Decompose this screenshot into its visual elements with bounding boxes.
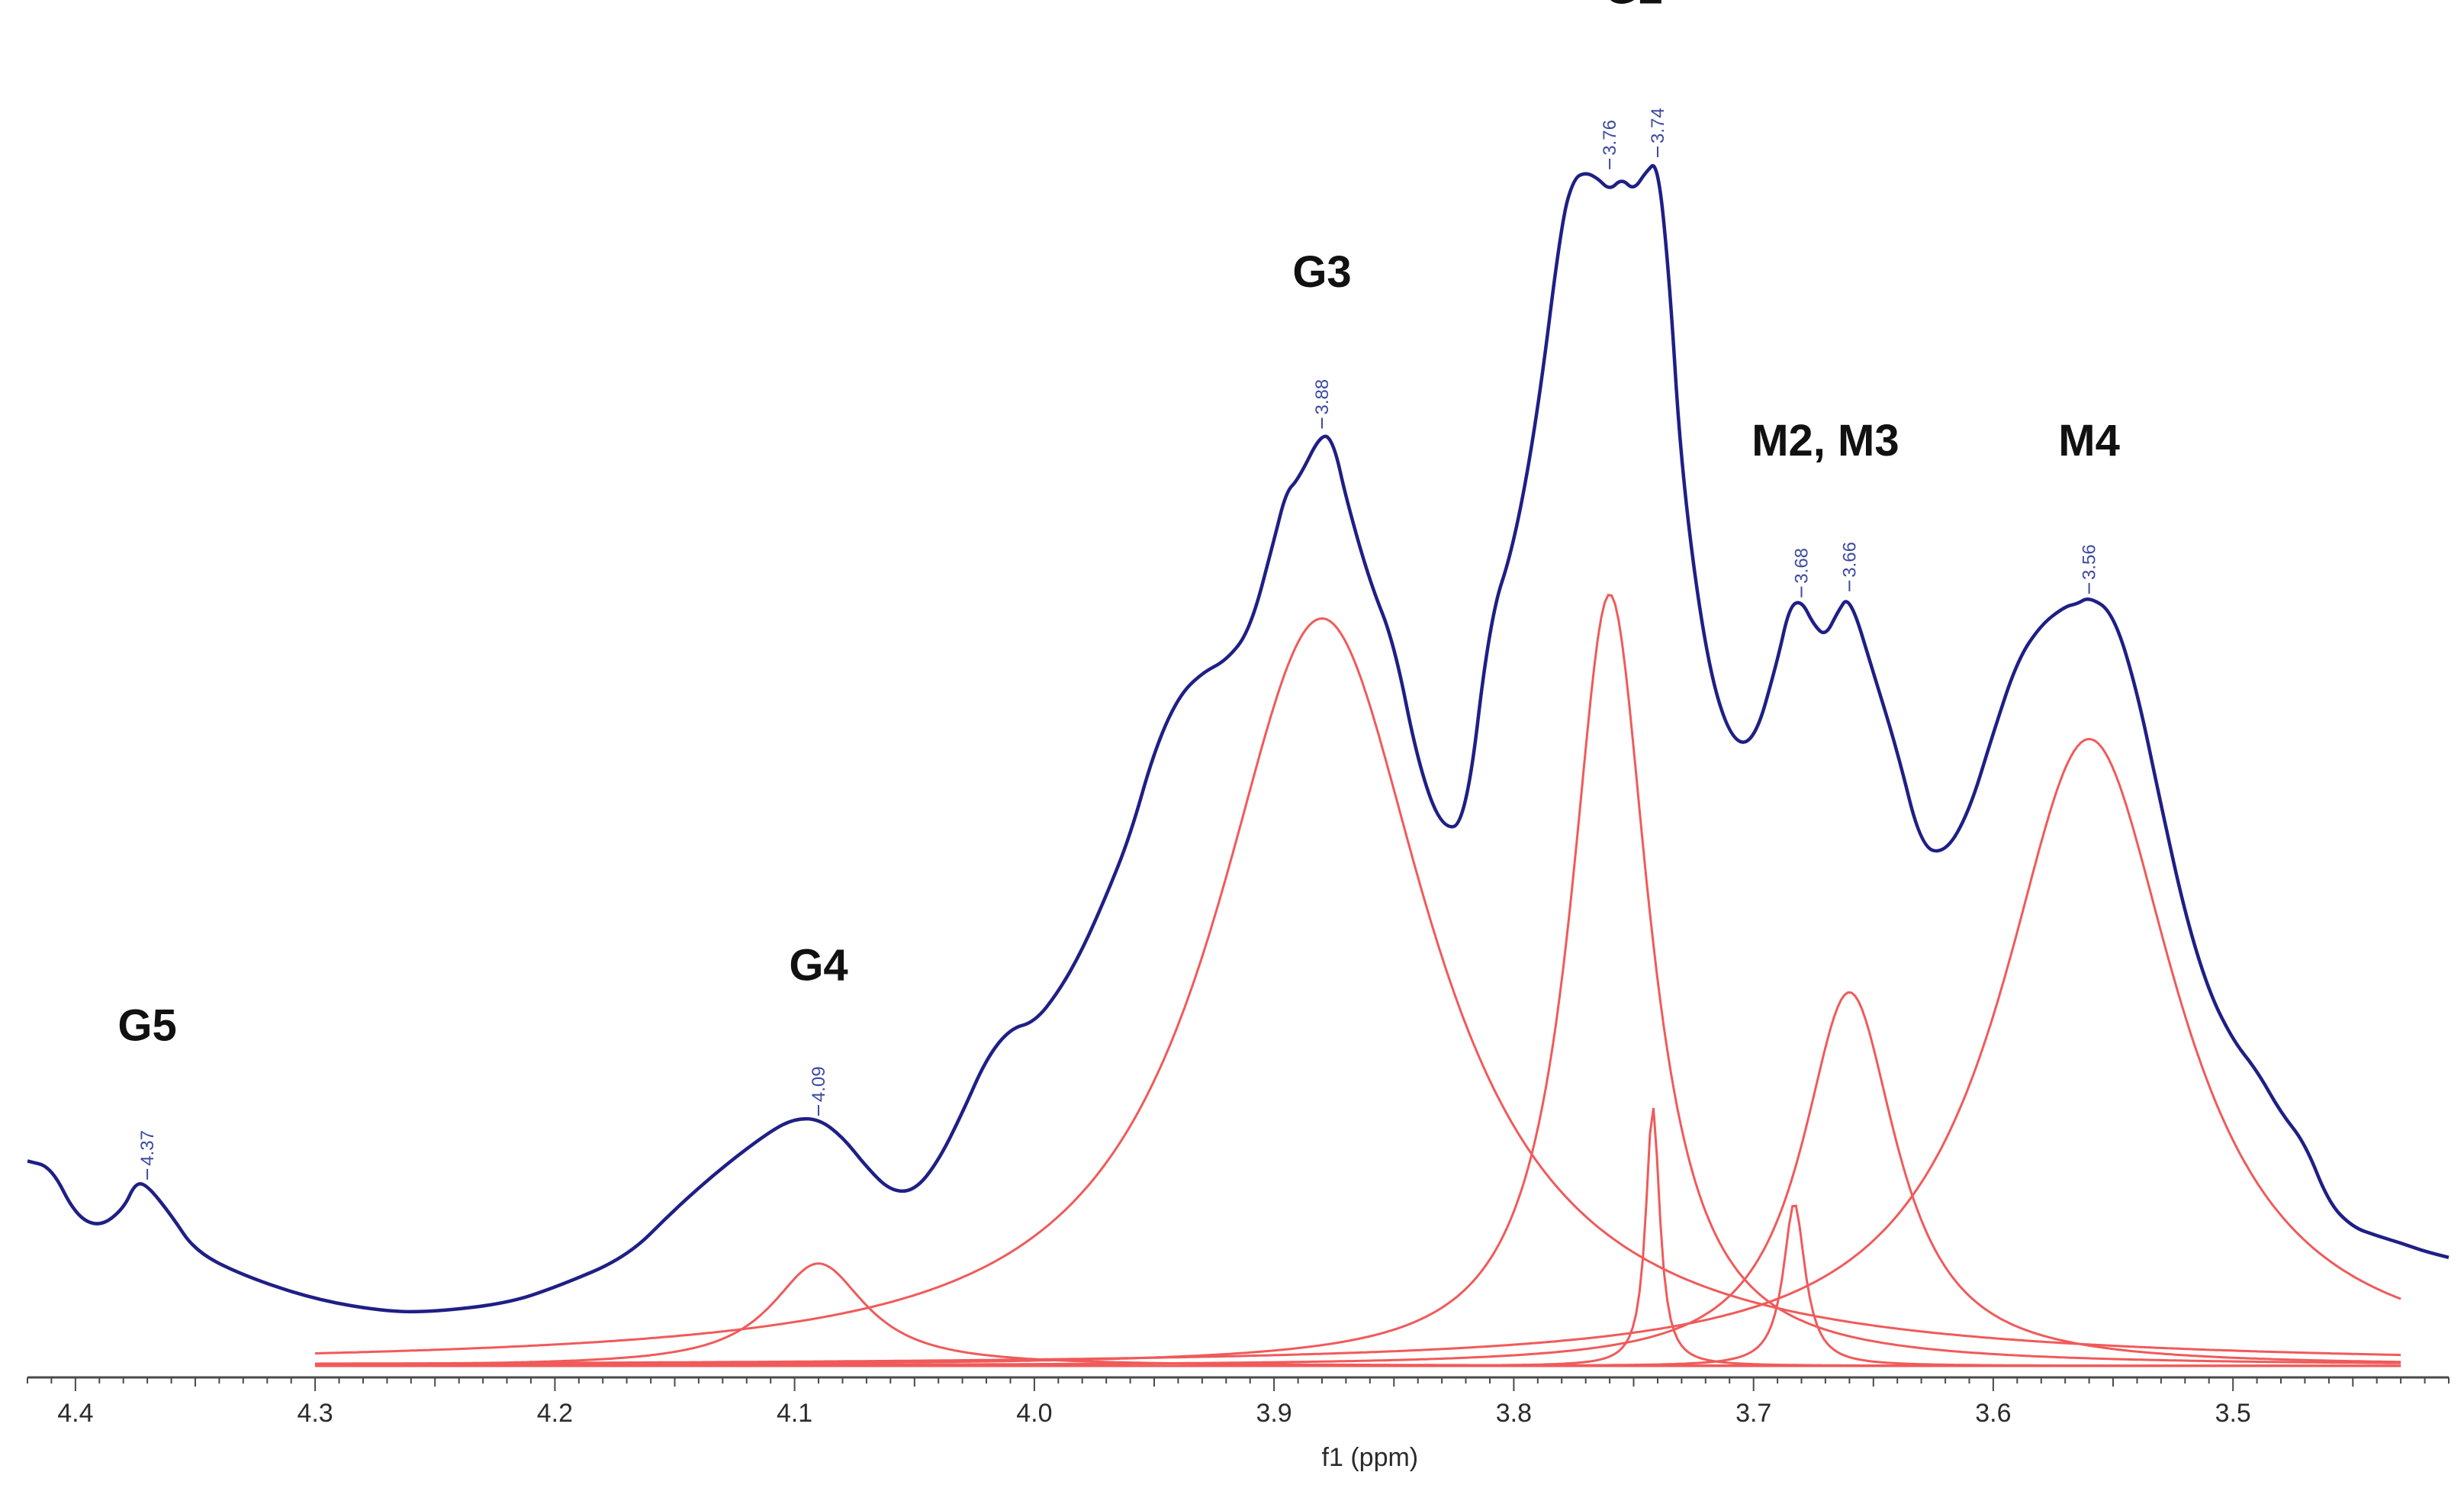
peak-label: 3.56 <box>2080 544 2100 580</box>
x-tick-label: 3.7 <box>1735 1399 1771 1428</box>
x-tick-label: 3.6 <box>1975 1399 2011 1428</box>
peak-label: 3.66 <box>1839 542 1860 578</box>
x-tick-label: 3.9 <box>1256 1399 1292 1428</box>
group-labels: G5 G4 G3 G2 M2, M3 M4 <box>117 0 2119 1050</box>
fit-curve-2 <box>315 1262 2401 1367</box>
group-label: M2, M3 <box>1751 416 1899 465</box>
x-tick-label: 4.0 <box>1016 1399 1052 1428</box>
x-axis: 4.4 4.3 4.2 4.1 4.0 3.9 3.8 3.7 3.6 3.5 <box>27 1376 2450 1428</box>
group-label: G3 <box>1292 247 1351 297</box>
fit-curve-3 <box>315 617 2401 1357</box>
fit-curve-6 <box>315 1204 2401 1367</box>
peak-label: 3.74 <box>1648 108 1668 143</box>
x-tick-label: 3.8 <box>1496 1399 1532 1428</box>
peak-label: 3.76 <box>1600 120 1620 156</box>
fit-curve-8 <box>315 737 2401 1365</box>
fit-curve-4 <box>315 594 2401 1367</box>
x-tick-label: 4.1 <box>777 1399 812 1428</box>
group-label: G2 <box>1604 0 1663 14</box>
x-tick-label: 3.5 <box>2215 1399 2251 1428</box>
peak-label: 4.37 <box>137 1130 158 1166</box>
group-label: M4 <box>2058 416 2120 465</box>
fit-curve-7 <box>315 991 2401 1367</box>
spectrum-layer <box>27 163 2450 1314</box>
x-tick-label: 4.2 <box>537 1399 573 1428</box>
fit-curve-5 <box>315 1107 2401 1367</box>
peak-label: 3.88 <box>1312 379 1333 415</box>
spectrum-line <box>27 163 2450 1314</box>
group-label: G4 <box>789 940 848 990</box>
peak-labels: 4.37 4.09 3.88 3.76 3.74 3.68 3.66 3.56 <box>137 108 2100 1180</box>
x-tick-label: 4.4 <box>57 1399 93 1428</box>
group-label: G5 <box>117 1000 176 1050</box>
fit-curves <box>315 594 2401 1367</box>
x-tick-label: 4.3 <box>297 1399 333 1428</box>
peak-label: 3.68 <box>1792 548 1813 584</box>
x-axis-title: f1 (ppm) <box>1322 1443 1419 1472</box>
peak-label: 4.09 <box>809 1066 829 1102</box>
